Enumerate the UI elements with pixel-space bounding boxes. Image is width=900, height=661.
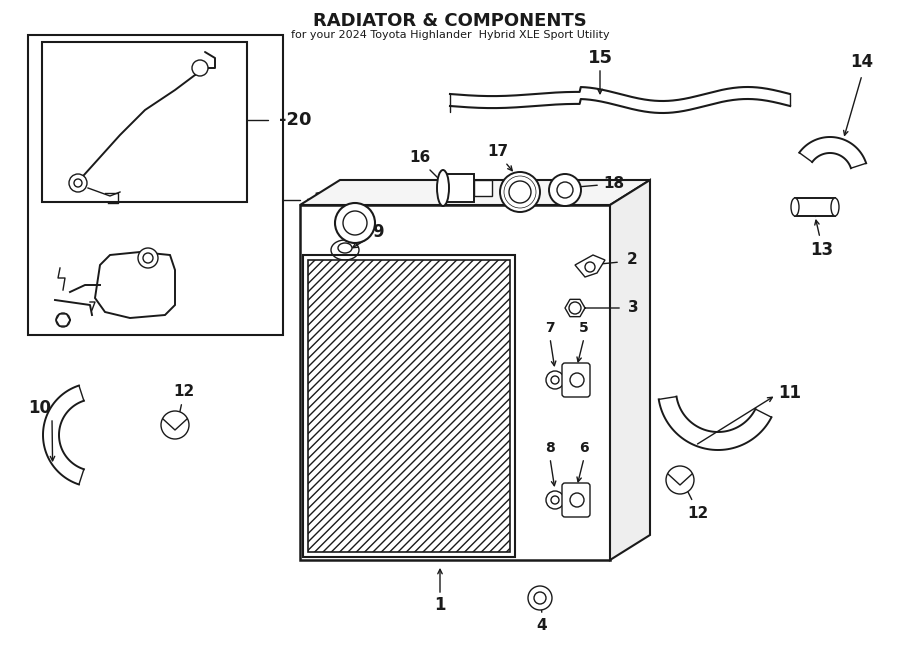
Circle shape <box>534 592 546 604</box>
Text: -20: -20 <box>279 111 311 129</box>
Polygon shape <box>565 299 585 317</box>
Text: 7: 7 <box>545 321 554 335</box>
Circle shape <box>569 302 581 314</box>
Text: 12: 12 <box>174 385 194 399</box>
Circle shape <box>557 182 573 198</box>
Circle shape <box>570 493 584 507</box>
Bar <box>474 180 492 196</box>
Text: for your 2024 Toyota Highlander  Hybrid XLE Sport Utility: for your 2024 Toyota Highlander Hybrid X… <box>291 30 609 40</box>
Bar <box>28 35 283 335</box>
Polygon shape <box>300 180 650 205</box>
Circle shape <box>74 179 82 187</box>
Text: 10: 10 <box>29 399 51 417</box>
Ellipse shape <box>331 240 359 260</box>
Text: 15: 15 <box>588 49 613 67</box>
Text: -19: -19 <box>306 191 338 209</box>
Text: 6: 6 <box>580 441 589 455</box>
Bar <box>308 260 510 552</box>
Text: 5: 5 <box>579 321 589 335</box>
Text: 11: 11 <box>778 384 802 402</box>
Polygon shape <box>95 252 175 318</box>
Bar <box>42 42 247 202</box>
Circle shape <box>161 411 189 439</box>
Bar <box>303 255 515 557</box>
Ellipse shape <box>791 198 799 216</box>
Circle shape <box>546 491 564 509</box>
Bar <box>300 205 610 560</box>
Circle shape <box>69 174 87 192</box>
Circle shape <box>56 313 70 327</box>
Circle shape <box>528 586 552 610</box>
Circle shape <box>192 60 208 76</box>
Circle shape <box>509 181 531 203</box>
Bar <box>446 174 474 202</box>
Polygon shape <box>610 180 650 560</box>
Ellipse shape <box>831 198 839 216</box>
Text: 4: 4 <box>536 617 547 633</box>
Circle shape <box>343 211 367 235</box>
Circle shape <box>585 262 595 272</box>
Text: 13: 13 <box>810 241 833 259</box>
Text: RADIATOR & COMPONENTS: RADIATOR & COMPONENTS <box>313 12 587 30</box>
Text: 9: 9 <box>373 223 383 241</box>
Text: 2: 2 <box>626 253 637 268</box>
Circle shape <box>549 174 581 206</box>
Circle shape <box>143 253 153 263</box>
Circle shape <box>666 466 694 494</box>
FancyBboxPatch shape <box>562 363 590 397</box>
Text: 8: 8 <box>545 441 555 455</box>
Text: 3: 3 <box>627 301 638 315</box>
Text: 14: 14 <box>850 53 874 71</box>
Text: 18: 18 <box>603 176 625 192</box>
Text: 12: 12 <box>688 506 708 522</box>
Circle shape <box>570 373 584 387</box>
Bar <box>795 198 835 216</box>
Circle shape <box>500 172 540 212</box>
Text: 17: 17 <box>488 145 508 159</box>
FancyBboxPatch shape <box>562 483 590 517</box>
Circle shape <box>335 203 375 243</box>
Circle shape <box>551 496 559 504</box>
Text: 16: 16 <box>410 151 430 165</box>
Circle shape <box>546 371 564 389</box>
Ellipse shape <box>338 243 352 253</box>
Circle shape <box>138 248 158 268</box>
Polygon shape <box>575 255 605 277</box>
Circle shape <box>551 376 559 384</box>
Text: 1: 1 <box>434 596 446 614</box>
Ellipse shape <box>437 170 449 206</box>
